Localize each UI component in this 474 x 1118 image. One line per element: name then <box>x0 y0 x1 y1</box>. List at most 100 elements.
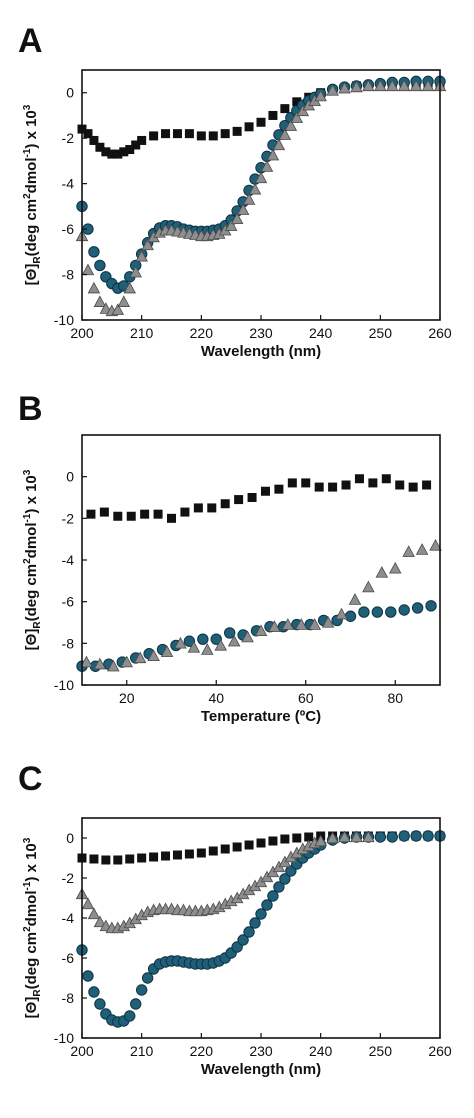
panel-a-y-tick-label: -2 <box>62 130 75 146</box>
panel-b-square-point <box>180 507 190 517</box>
panel-b-circle-point <box>385 606 397 618</box>
panel-a-triangle-point <box>326 84 339 96</box>
panel-b-ylabel-sup3: 3 <box>22 469 33 475</box>
panel-c-circle-point <box>82 970 94 982</box>
panel-b-circle-point <box>371 606 384 618</box>
panel-c-triangle-point <box>93 915 107 928</box>
panel-b-ticks: 20 40 60 80 0 -2 -4 -6 -8 -10 <box>54 469 403 706</box>
panel-b-square-point <box>99 507 109 517</box>
panel-b-square-point <box>220 499 230 509</box>
panel-c-circle-point <box>94 998 106 1010</box>
panel-b-square-point <box>126 511 136 521</box>
panel-letter-c: C <box>18 760 43 798</box>
panel-a-x-tick-label: 250 <box>369 325 393 341</box>
panel-a-triangle-point <box>230 212 244 225</box>
panel-b-square-point <box>86 509 96 519</box>
panel-a-triangle-point <box>260 160 274 172</box>
panel-b-triangle-point <box>335 607 348 620</box>
panel-b-circle-point <box>183 635 196 647</box>
panel-a-circle-point <box>88 246 100 258</box>
panel-a-square-point <box>208 131 218 141</box>
panel-a-square-point <box>83 129 93 139</box>
panel-b: B 20 40 60 800-2-4-6-8-10 Temperature (ºC) … <box>18 390 442 725</box>
panel-c-circle-point <box>255 908 267 920</box>
panel-a-triangle-point <box>350 80 363 93</box>
panel-c-square-point <box>256 838 266 848</box>
panel-c: C 200 210 220 230 240 250 260 0 -2 -4 -6 -8 -10 Wave… <box>18 760 452 1078</box>
panel-b-square-point <box>274 484 284 494</box>
panel-c-triangle-point <box>314 834 327 847</box>
panel-a-square-point <box>95 142 105 152</box>
panel-c-triangle-point <box>87 907 101 920</box>
panel-b-square-point <box>153 509 163 519</box>
panel-c-circle-point <box>261 899 273 911</box>
panel-b-circle-point <box>223 627 236 639</box>
panel-b-square-point <box>260 486 270 496</box>
panel-c-circle-point <box>249 917 261 929</box>
panel-a-ylabel-sup1: 2 <box>22 193 33 199</box>
panel-a-triangle-point <box>266 148 280 161</box>
panel-b-square-point <box>207 503 217 513</box>
panel-c-square-point <box>89 854 99 864</box>
panel-letter-b: B <box>18 390 43 428</box>
panel-b-square-point <box>408 482 418 492</box>
panel-b-x-tick-label: 40 <box>208 690 224 706</box>
panel-b-ylabel-sup1: 2 <box>22 558 33 564</box>
panel-a-triangle-point <box>421 79 435 92</box>
panel-c-square-point <box>268 836 278 846</box>
panel-a-x-tick-label: 260 <box>428 325 452 341</box>
panel-b-triangle-point <box>429 538 442 551</box>
panel-b-triangle-point <box>308 618 321 630</box>
panel-b-ylabel-mid: (deg cm <box>23 564 40 622</box>
panel-c-y-tick-label: -8 <box>62 990 75 1006</box>
panel-a-square-point <box>292 97 302 107</box>
panel-c-square-point <box>244 840 254 850</box>
panel-a-square-point <box>280 104 290 114</box>
panel-a-triangle-point <box>278 128 292 140</box>
panel-c-ylabel-sup2: -1 <box>22 881 33 890</box>
panel-c-circle-point <box>398 830 410 842</box>
panel-b-circle-point <box>411 602 424 614</box>
panel-c-y-tick-label: 0 <box>66 830 74 846</box>
panel-c-circle-point <box>410 830 422 842</box>
panel-b-circle-point <box>197 633 209 645</box>
panel-c-circle-point <box>124 1010 136 1022</box>
panel-b-triangle-point <box>147 649 160 661</box>
panel-b-triangle-point <box>107 659 120 672</box>
panel-a-triangle-point <box>224 219 238 231</box>
panel-c-ylabel-sub: R <box>32 989 43 997</box>
panel-a-triangle-point <box>272 138 286 151</box>
panel-b-square-point <box>167 513 176 523</box>
panel-c-circle-point <box>422 830 434 842</box>
panel-c-x-tick-label: 250 <box>369 1043 393 1059</box>
panel-c-circle-point <box>374 831 387 843</box>
panel-c-circle-point <box>267 890 279 902</box>
panel-c-ylabel-sym: [Θ] <box>23 997 40 1019</box>
panel-c-plot-frame <box>81 817 441 1039</box>
panel-a-square-point <box>131 140 141 150</box>
panel-a-y-tick-label: -10 <box>54 312 74 328</box>
panel-b-square-point <box>247 493 257 502</box>
panel-c-square-point <box>125 854 135 864</box>
panel-a-triangle-point <box>338 81 351 94</box>
panel-b-square-point <box>301 478 311 488</box>
panel-c-y-axis-title: [Θ]R(deg cm2dmol-1) x 103 <box>22 837 43 1018</box>
panel-b-marks <box>76 474 442 672</box>
panel-a-x-tick-label: 230 <box>249 325 273 341</box>
panel-b-circle-point <box>344 610 357 622</box>
panel-b-triangle-point <box>120 655 134 668</box>
panel-a-plot-frame <box>81 69 441 321</box>
panel-a-y-tick-label: -8 <box>62 267 75 283</box>
panel-b-triangle-point <box>348 593 362 605</box>
panel-c-square-point <box>113 855 123 865</box>
panel-b-triangle-point <box>80 655 93 668</box>
panel-b-ylabel-sub: R <box>32 621 43 629</box>
panel-c-y-tick-label: -2 <box>62 870 75 886</box>
panel-a-square-point <box>161 129 171 139</box>
panel-b-x-tick-label: 60 <box>298 690 314 706</box>
panel-b-triangle-point <box>362 580 375 593</box>
panel-a-square-point <box>119 147 129 157</box>
panel-a-x-tick-label: 210 <box>130 325 154 341</box>
panel-c-square-point <box>101 855 111 865</box>
